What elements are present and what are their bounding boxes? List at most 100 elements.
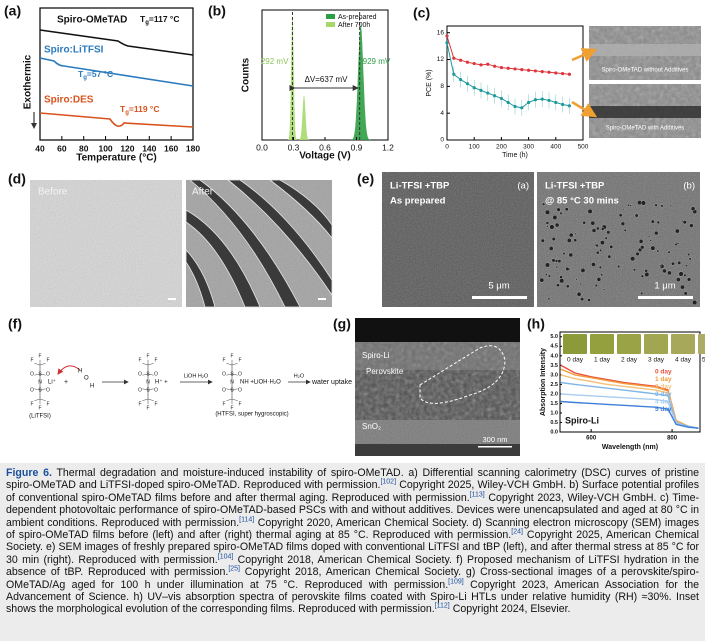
sem-image-texture	[537, 172, 700, 307]
plot-frame	[559, 331, 701, 433]
pinhole	[539, 277, 545, 283]
y-axis-label: Exothermic	[23, 54, 34, 109]
pinhole	[591, 228, 597, 233]
pinhole	[687, 252, 691, 256]
tg-sub: g	[83, 75, 87, 81]
pinhole	[559, 211, 563, 215]
pinhole	[644, 272, 650, 278]
dsc-curve	[39, 29, 194, 56]
film-photo	[644, 334, 668, 354]
pce-point	[459, 78, 463, 82]
pinhole	[609, 244, 614, 249]
pinhole	[548, 246, 554, 251]
pinhole	[540, 238, 545, 243]
dsc-curve	[39, 112, 194, 128]
atom: F	[230, 353, 233, 359]
pce-point	[445, 41, 449, 45]
pce-point	[506, 66, 510, 70]
tg-label: Tg=119 °C	[120, 104, 159, 115]
y-tick-label: 1.0	[550, 410, 558, 416]
pinhole	[591, 262, 596, 267]
pce-point	[486, 62, 490, 66]
pce-point	[520, 67, 524, 72]
pinhole	[599, 248, 603, 252]
x-tick-label: 600	[586, 436, 597, 442]
bond	[231, 363, 238, 366]
x-tick-label: 200	[496, 144, 507, 151]
pce-point	[533, 69, 538, 73]
pinhole	[598, 265, 602, 269]
atom: O	[46, 387, 50, 393]
pinhole	[613, 257, 616, 260]
pinhole	[607, 254, 612, 259]
pinhole	[674, 242, 678, 246]
atom: H	[90, 384, 94, 390]
image-subtitle: @ 85 °C 30 mins	[545, 196, 619, 207]
y-tick-label: 4	[440, 110, 444, 117]
atom: O	[238, 371, 242, 377]
pinhole	[689, 223, 694, 228]
pinhole	[545, 273, 548, 276]
legend-label: After 700h	[338, 22, 370, 29]
symbol: +	[64, 379, 68, 386]
pinhole	[680, 284, 685, 290]
pinhole	[576, 291, 582, 297]
pce-point	[493, 94, 497, 98]
panel-label: (e)	[357, 171, 374, 187]
y-tick-label: 8	[440, 83, 444, 90]
bond	[147, 388, 154, 391]
bond	[142, 373, 149, 376]
pinhole	[678, 271, 684, 277]
bond	[231, 388, 238, 391]
pce-point	[547, 98, 551, 103]
caption-text: Copyright 2018, American Chemical Societ…	[6, 566, 699, 591]
pce-point	[567, 104, 572, 108]
pinhole	[623, 228, 627, 232]
pinhole	[565, 284, 570, 289]
pinhole	[557, 259, 562, 264]
x-tick-label: 500	[578, 144, 589, 151]
annotation: 292 mV	[261, 57, 289, 66]
x-tick-label: 40	[35, 143, 45, 153]
atom: H	[78, 369, 82, 375]
atom: F	[222, 401, 225, 407]
pinhole	[551, 237, 556, 242]
atom: F	[38, 405, 41, 411]
panel-label: (b)	[208, 3, 226, 19]
x-tick-label: 0.6	[319, 142, 331, 152]
pinhole	[556, 207, 561, 212]
scale-bar	[318, 298, 326, 300]
pinhole	[599, 240, 605, 246]
y-tick-label: 1.5	[550, 401, 558, 407]
film-photo	[671, 334, 695, 354]
atom: F	[238, 357, 241, 363]
caption-ref: [25]	[228, 565, 240, 573]
pinhole	[574, 232, 577, 235]
atom: F	[230, 405, 233, 411]
atom: S	[38, 371, 42, 377]
pinhole	[566, 238, 572, 243]
crack	[188, 179, 301, 308]
tg-sub: g	[125, 110, 129, 116]
pinhole	[692, 299, 698, 306]
layer-label: Spiro-Li	[362, 351, 390, 360]
bond	[142, 388, 149, 391]
atom: F	[146, 405, 149, 411]
bond	[39, 398, 46, 401]
atom: S	[38, 387, 42, 393]
x-tick-label: 0	[445, 144, 449, 151]
void-outline	[419, 345, 506, 404]
y-tick-label: 4.5	[550, 344, 558, 350]
atom: N	[38, 379, 42, 385]
pinhole	[676, 277, 681, 282]
atom: F	[138, 357, 141, 363]
ion: Li⁺	[48, 379, 56, 386]
film-label: 4 day	[675, 357, 692, 364]
pce-point	[452, 56, 456, 60]
tg-main: T	[78, 69, 84, 79]
atom: F	[146, 353, 149, 359]
legend-label: 4 day	[655, 399, 672, 406]
bond	[147, 398, 154, 401]
arrow-label: LiOH H₂O	[184, 373, 209, 379]
y-tick-label: 0	[440, 137, 444, 144]
